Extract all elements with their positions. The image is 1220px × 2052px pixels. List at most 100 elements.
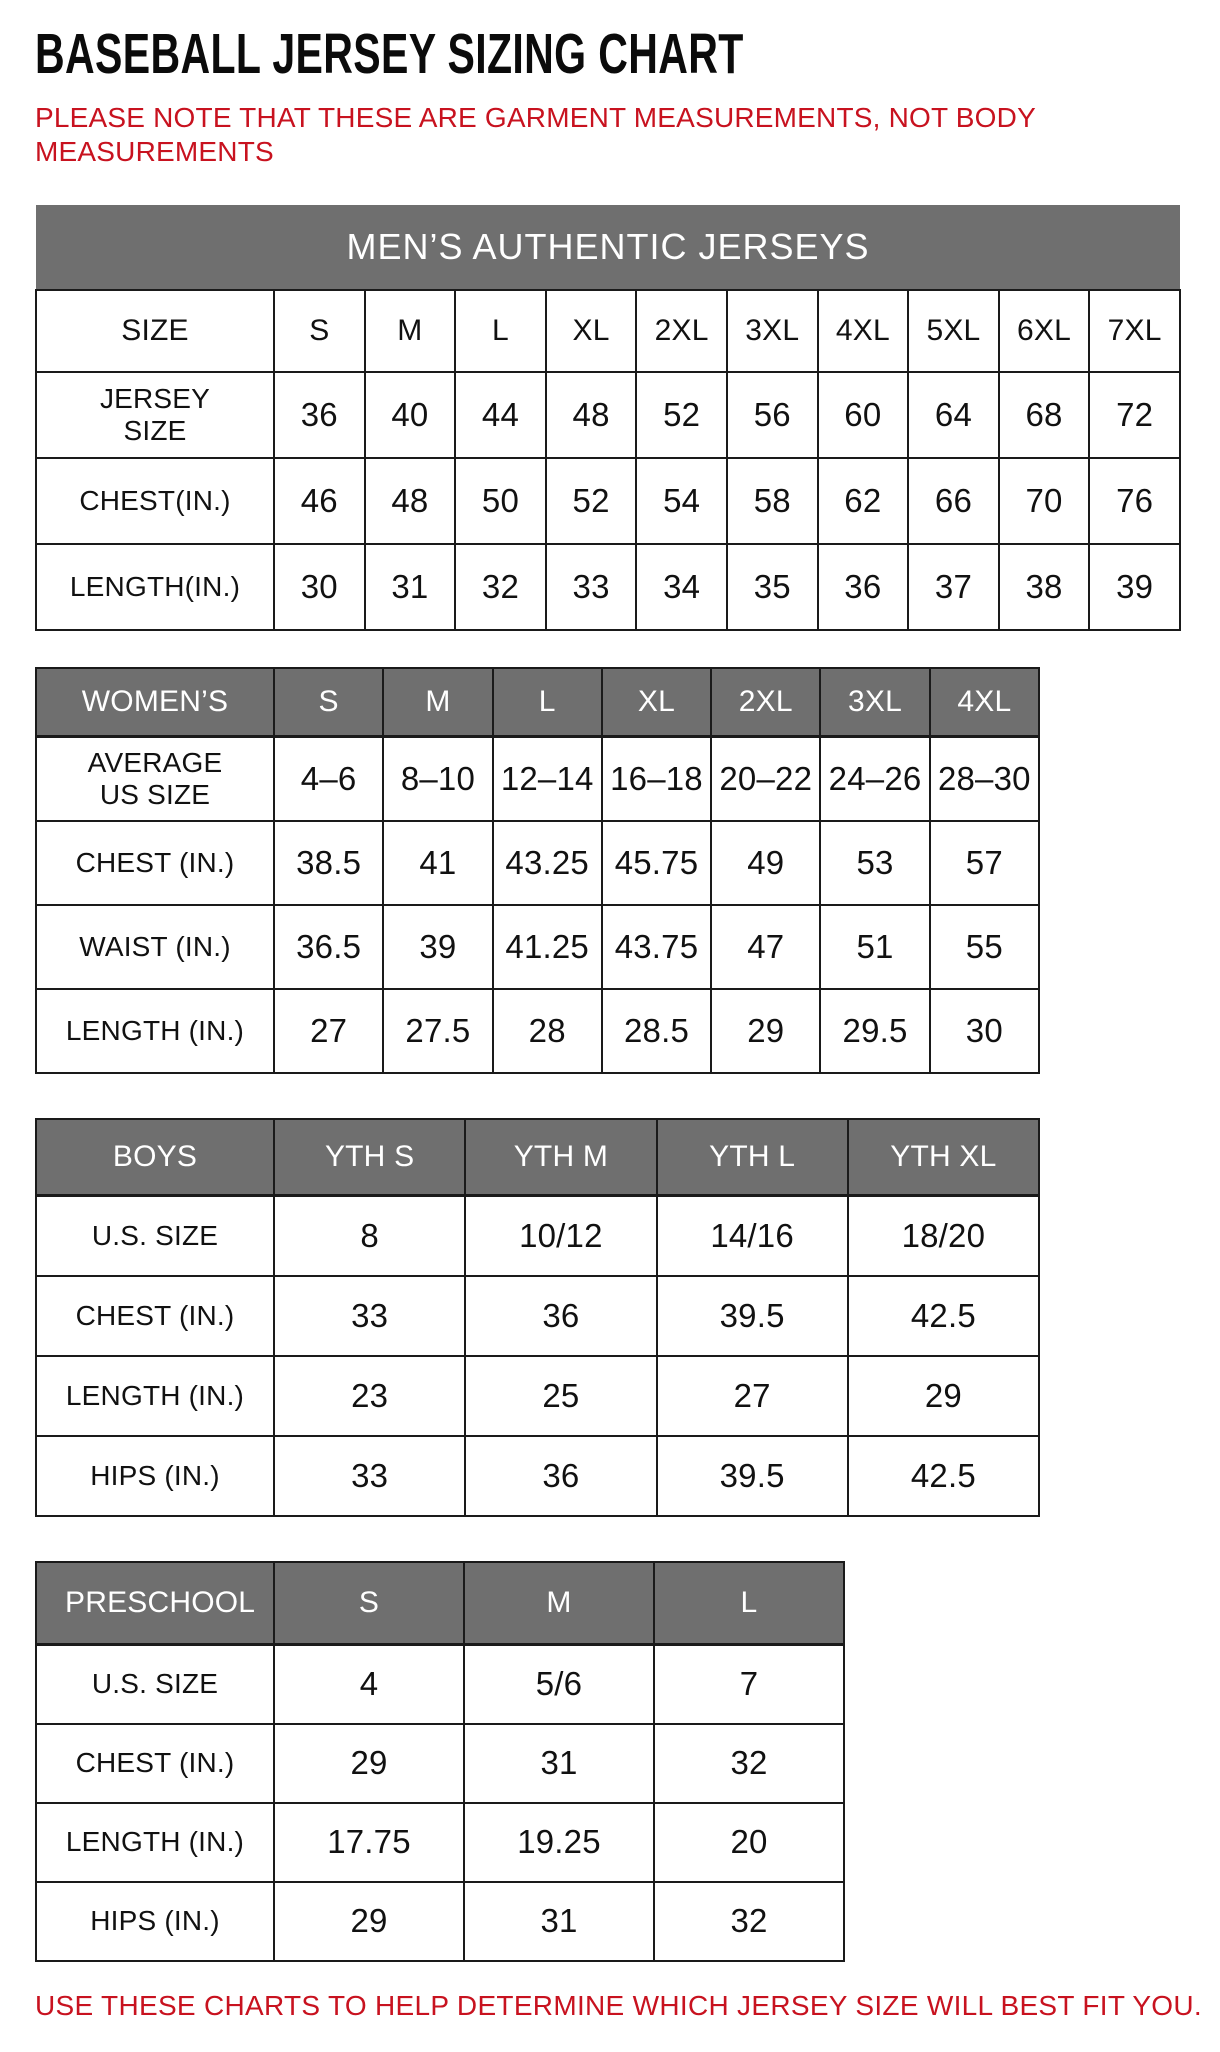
column-header: 2XL xyxy=(710,666,822,738)
row-label: CHEST (IN.) xyxy=(35,819,275,906)
table-row: LENGTH (IN.) 27 27.5 28 28.5 29 29.5 30 xyxy=(35,987,1041,1074)
value-cell: 54 xyxy=(635,456,728,545)
table-row: JERSEY SIZE 36 40 44 48 52 56 60 64 68 72 xyxy=(35,370,1181,459)
value-cell: 64 xyxy=(907,370,1000,459)
table-banner-row: MEN’S AUTHENTIC JERSEYS xyxy=(36,204,1180,290)
value-cell: 66 xyxy=(907,456,1000,545)
note-line-1: PLEASE NOTE THAT THESE ARE GARMENT MEASU… xyxy=(35,101,1036,133)
garment-measurements-note: PLEASE NOTE THAT THESE ARE GARMENT MEASU… xyxy=(35,101,1190,169)
value-cell: 27.5 xyxy=(382,987,494,1074)
value-cell: 27 xyxy=(272,987,385,1074)
value-cell: 44 xyxy=(454,370,547,459)
column-header: S xyxy=(273,288,366,373)
column-header: 4XL xyxy=(816,288,910,373)
row-label: LENGTH (IN.) xyxy=(35,1801,275,1883)
column-header: XL xyxy=(600,666,713,738)
value-cell: 16–18 xyxy=(600,735,713,822)
value-cell: 49 xyxy=(710,819,822,906)
table-title-cell: BOYS xyxy=(35,1117,275,1197)
value-cell: 27 xyxy=(655,1354,849,1437)
row-label: CHEST (IN.) xyxy=(35,1274,275,1357)
value-cell: 10/12 xyxy=(464,1194,658,1277)
value-cell: 28 xyxy=(491,987,603,1074)
value-cell: 32 xyxy=(653,1880,845,1962)
value-cell: 43.25 xyxy=(491,819,603,906)
value-cell: 5/6 xyxy=(463,1643,655,1725)
value-cell: 76 xyxy=(1088,456,1181,545)
value-cell: 70 xyxy=(997,456,1091,545)
value-cell: 19.25 xyxy=(463,1801,655,1883)
value-cell: 8 xyxy=(272,1194,467,1277)
value-cell: 55 xyxy=(928,903,1041,990)
column-header: XL xyxy=(544,288,638,373)
value-cell: 41.25 xyxy=(491,903,603,990)
value-cell: 56 xyxy=(725,370,819,459)
value-cell: 39 xyxy=(382,903,494,990)
table-row: WAIST (IN.) 36.5 39 41.25 43.75 47 51 55 xyxy=(35,903,1041,990)
column-header: S xyxy=(273,1560,465,1646)
value-cell: 18/20 xyxy=(846,1194,1041,1277)
column-header: M xyxy=(363,288,457,373)
value-cell: 38 xyxy=(997,542,1091,631)
value-cell: 37 xyxy=(907,542,1000,631)
table-row: U.S. SIZE 4 5/6 7 xyxy=(35,1643,845,1725)
column-header: YTH S xyxy=(272,1117,467,1197)
table-row: CHEST (IN.) 38.5 41 43.25 45.75 49 53 57 xyxy=(35,819,1041,906)
column-header: YTH L xyxy=(655,1117,849,1197)
table-row: HIPS (IN.) 33 36 39.5 42.5 xyxy=(35,1434,1041,1517)
value-cell: 17.75 xyxy=(273,1801,465,1883)
value-cell: 31 xyxy=(363,542,457,631)
value-cell: 36 xyxy=(273,370,366,459)
table-row: U.S. SIZE 8 10/12 14/16 18/20 xyxy=(35,1194,1041,1277)
column-header: S xyxy=(272,666,385,738)
table-row: LENGTH (IN.) 17.75 19.25 20 xyxy=(35,1801,845,1883)
value-cell: 25 xyxy=(464,1354,658,1437)
value-cell: 29.5 xyxy=(819,987,931,1074)
table-row: LENGTH (IN.) 23 25 27 29 xyxy=(35,1354,1041,1437)
table-title-cell: PRESCHOOL xyxy=(35,1560,275,1646)
value-cell: 39 xyxy=(1088,542,1181,631)
row-label: U.S. SIZE xyxy=(35,1643,275,1725)
value-cell: 33 xyxy=(272,1434,467,1517)
table-row: CHEST(IN.) 46 48 50 52 54 58 62 66 70 76 xyxy=(35,456,1181,545)
value-cell: 62 xyxy=(816,456,910,545)
table-row: CHEST (IN.) 33 36 39.5 42.5 xyxy=(35,1274,1041,1357)
value-cell: 43.75 xyxy=(600,903,713,990)
note-line-2: MEASUREMENTS xyxy=(35,135,274,167)
row-label: CHEST(IN.) xyxy=(35,456,275,545)
row-label: LENGTH (IN.) xyxy=(35,987,275,1074)
value-cell: 32 xyxy=(454,542,547,631)
column-header: L xyxy=(653,1560,845,1646)
table-title-cell: SIZE xyxy=(35,288,275,373)
value-cell: 30 xyxy=(273,542,366,631)
table-row: AVERAGE US SIZE 4–6 8–10 12–14 16–18 20–22 24–… xyxy=(35,735,1041,822)
value-cell: 46 xyxy=(273,456,366,545)
table-row: HIPS (IN.) 29 31 32 xyxy=(35,1880,845,1962)
column-header: L xyxy=(491,666,603,738)
value-cell: 29 xyxy=(846,1354,1041,1437)
column-header: L xyxy=(454,288,547,373)
table-title-cell: WOMEN’S xyxy=(35,666,275,738)
value-cell: 52 xyxy=(635,370,728,459)
value-cell: 24–26 xyxy=(819,735,931,822)
value-cell: 47 xyxy=(710,903,822,990)
value-cell: 41 xyxy=(382,819,494,906)
value-cell: 39.5 xyxy=(655,1274,849,1357)
value-cell: 4–6 xyxy=(272,735,385,822)
row-label: U.S. SIZE xyxy=(35,1194,275,1277)
value-cell: 42.5 xyxy=(846,1274,1041,1357)
column-header: 4XL xyxy=(928,666,1041,738)
value-cell: 48 xyxy=(544,370,638,459)
column-header: 5XL xyxy=(907,288,1000,373)
value-cell: 23 xyxy=(272,1354,467,1437)
column-header: M xyxy=(382,666,494,738)
preschool-sizing-table: PRESCHOOL S M L U.S. SIZE 4 5/6 7 CHEST (IN.) 29 3… xyxy=(35,1560,845,1962)
value-cell: 40 xyxy=(363,370,457,459)
page-title: BASEBALL JERSEY SIZING CHART xyxy=(35,22,744,86)
table-banner: MEN’S AUTHENTIC JERSEYS xyxy=(36,204,1180,290)
column-header: M xyxy=(463,1560,655,1646)
row-label: HIPS (IN.) xyxy=(35,1880,275,1962)
row-label: HIPS (IN.) xyxy=(35,1434,275,1517)
value-cell: 4 xyxy=(273,1643,465,1725)
